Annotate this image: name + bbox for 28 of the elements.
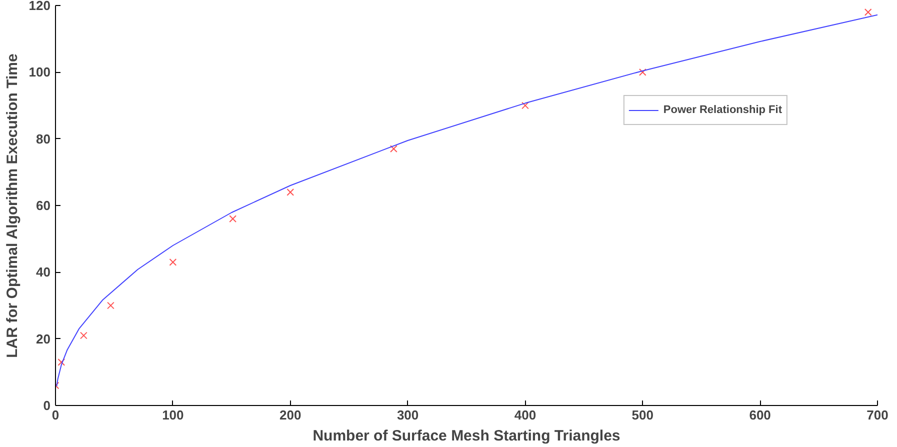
y-tick-label: 60 [36, 198, 51, 213]
x-tick-label: 700 [866, 408, 888, 422]
line-series [56, 14, 878, 387]
y-tick-label: 80 [36, 131, 51, 146]
point [286, 188, 294, 196]
point [864, 8, 872, 16]
point [80, 332, 88, 340]
point [522, 102, 529, 110]
y-axis-title: LAR for Optimal Algorithm Execution Time [4, 54, 21, 358]
x-tick-label: 100 [162, 408, 184, 422]
x-axis-title: Number of Surface Mesh Starting Triangles [312, 428, 620, 444]
x-tick-label: 200 [280, 408, 302, 422]
y-tick-label: 0 [43, 398, 51, 413]
x-tick-label: 600 [749, 408, 771, 422]
x-tick-label: 400 [514, 408, 536, 422]
point [390, 145, 398, 153]
point [229, 215, 236, 223]
legend-label: Power Relationship Fit [663, 104, 782, 116]
y-tick-label: 120 [28, 0, 51, 13]
x-tick-label: 500 [632, 408, 654, 422]
y-tick-label: 100 [28, 64, 51, 80]
point [169, 258, 177, 266]
y-tick-label: 20 [36, 331, 51, 346]
point [107, 302, 114, 310]
x-tick-label: 300 [396, 408, 419, 422]
point [58, 358, 66, 366]
y-tick-label: 40 [36, 264, 51, 280]
point [638, 68, 646, 76]
